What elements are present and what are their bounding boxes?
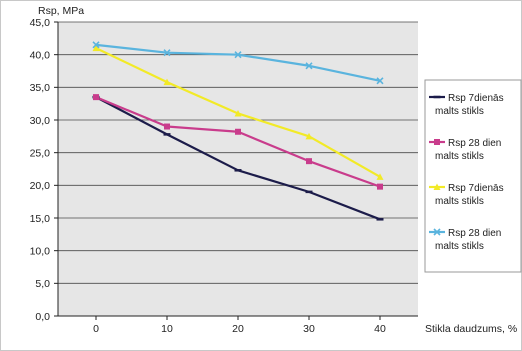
legend-label: malts stikls bbox=[435, 241, 484, 252]
data-point-s3-0 bbox=[92, 44, 100, 52]
legend-marker-4 bbox=[433, 228, 441, 236]
legend-marker-3 bbox=[433, 183, 441, 190]
data-point-s3-2 bbox=[234, 109, 242, 117]
y-tick-label: 30,0 bbox=[30, 115, 51, 127]
data-point-s3-3 bbox=[305, 132, 313, 140]
y-tick-label: 20,0 bbox=[30, 180, 51, 192]
axes: 0,0 5,0 10,0 15,0 20,0 25,0 30,0 35,0 40,0 45,0 0 1… bbox=[30, 17, 418, 335]
data-point-s2-3 bbox=[306, 158, 312, 165]
y-tick-label: 10,0 bbox=[30, 245, 51, 257]
y-tick-label: 40,0 bbox=[30, 49, 51, 61]
legend-label: Rsp 28 dien bbox=[448, 138, 501, 149]
y-tick-label: 15,0 bbox=[30, 213, 51, 225]
data-point-s4-4 bbox=[376, 77, 384, 85]
x-tick-label: 20 bbox=[232, 323, 244, 335]
data-point-s2-1 bbox=[164, 123, 170, 130]
data-point-s2-0 bbox=[93, 94, 99, 101]
data-point-s4-1 bbox=[163, 49, 171, 57]
data-point-s4-2 bbox=[234, 51, 242, 59]
series-markers bbox=[92, 41, 384, 221]
x-tick-label: 10 bbox=[161, 323, 173, 335]
grid-lines bbox=[58, 21, 418, 284]
x-tick-label: 40 bbox=[374, 323, 386, 335]
data-point-s4-3 bbox=[305, 62, 313, 70]
y-tick-label: 0,0 bbox=[35, 311, 50, 323]
y-axis-title: Rsp, MPa bbox=[38, 5, 84, 17]
y-tick-label: 5,0 bbox=[35, 278, 50, 290]
plot-area bbox=[58, 22, 418, 316]
y-tick-label: 45,0 bbox=[30, 17, 51, 29]
x-axis-title: Stikla daudzums, % bbox=[425, 323, 517, 335]
y-tick-label: 35,0 bbox=[30, 82, 51, 94]
y-tick-label: 25,0 bbox=[30, 147, 51, 159]
x-tick-label: 30 bbox=[303, 323, 315, 335]
legend-marker-2 bbox=[434, 139, 440, 145]
legend-label: Rsp 7dienās bbox=[448, 93, 504, 104]
data-point-s4-0 bbox=[92, 41, 100, 49]
legend: Rsp 7dienās malts stikls Rsp 28 dien malts … bbox=[424, 79, 522, 273]
data-point-s3-4 bbox=[376, 173, 384, 180]
legend-label: malts stikls bbox=[435, 151, 484, 162]
data-point-s2-4 bbox=[377, 183, 383, 190]
data-point-s2-2 bbox=[235, 128, 241, 135]
legend-label: malts stikls bbox=[435, 106, 484, 117]
legend-label: Rsp 7dienās bbox=[448, 183, 504, 194]
legend-label: Rsp 28 dien bbox=[448, 228, 501, 239]
legend-box bbox=[424, 79, 522, 273]
data-point-s3-1 bbox=[163, 78, 171, 86]
x-tick-label: 0 bbox=[93, 323, 99, 335]
legend-label: malts stikls bbox=[435, 196, 484, 207]
